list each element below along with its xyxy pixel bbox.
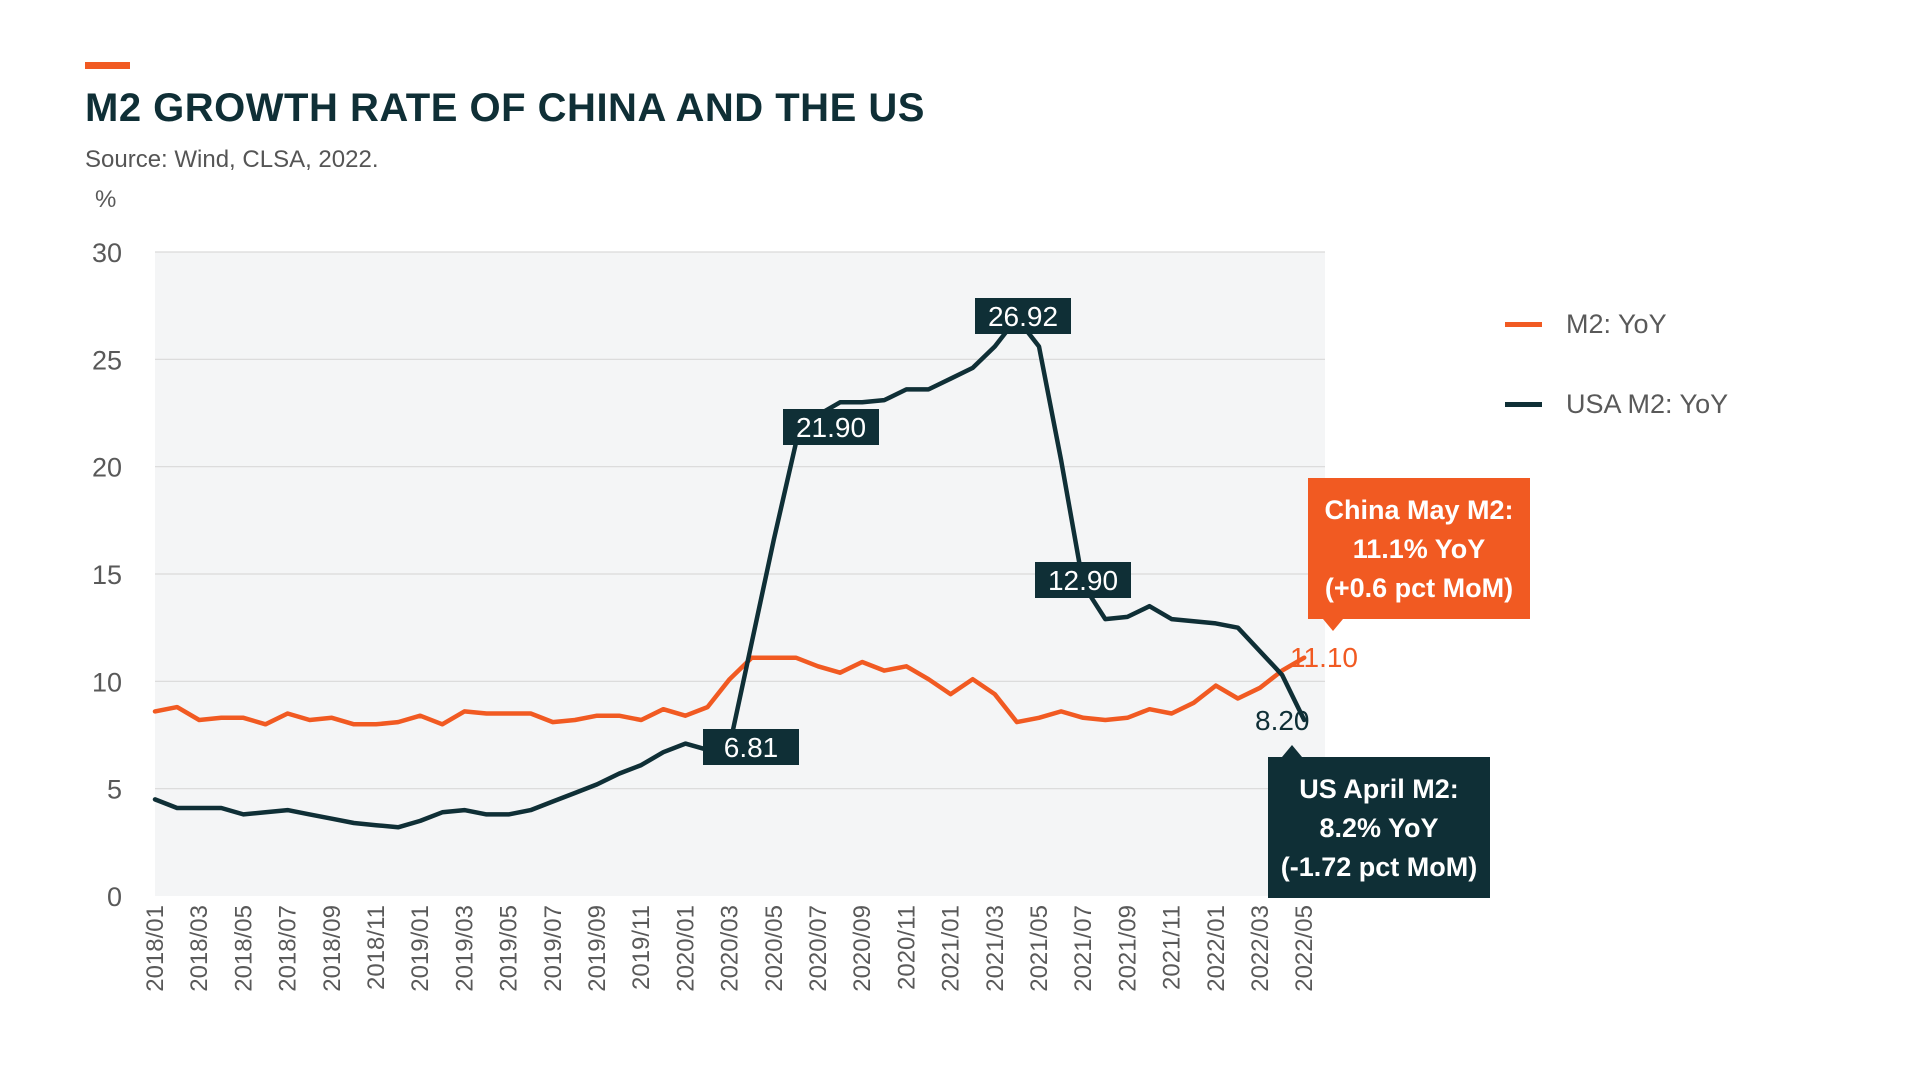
y-tick-label: 25 <box>92 345 122 375</box>
x-tick-label: 2018/01 <box>142 905 169 992</box>
y-axis-label: % <box>95 186 116 213</box>
y-tick-label: 10 <box>92 667 122 697</box>
chart-title: M2 GROWTH RATE OF CHINA AND THE US <box>85 86 925 130</box>
data-label-box <box>703 729 799 765</box>
x-tick-label: 2019/09 <box>584 905 611 992</box>
china-callout: China May M2: 11.1% YoY (+0.6 pct MoM) <box>1308 478 1530 631</box>
data-label: 21.90 <box>796 412 866 443</box>
y-tick-label: 30 <box>92 238 122 268</box>
data-label: 26.92 <box>988 301 1058 332</box>
x-tick-label: 2019/07 <box>540 905 567 992</box>
x-tick-label: 2018/07 <box>275 905 302 992</box>
x-tick-label: 2022/03 <box>1247 905 1274 992</box>
x-tick-label: 2020/09 <box>849 905 876 992</box>
x-tick-label: 2021/11 <box>1159 905 1186 990</box>
legend-item-china: M2: YoY <box>1505 284 1728 364</box>
legend-label-usa: USA M2: YoY <box>1566 388 1729 419</box>
x-tick-label: 2018/03 <box>186 905 213 992</box>
x-tick-label: 2021/01 <box>938 905 965 992</box>
x-tick-label: 2018/11 <box>363 905 390 990</box>
china-callout-line: 11.1% YoY <box>1353 534 1486 564</box>
us-callout: US April M2: 8.2% YoY (-1.72 pct MoM) <box>1268 745 1490 898</box>
us-callout-box <box>1268 757 1490 898</box>
x-tick-label: 2021/05 <box>1026 905 1053 992</box>
x-tick-label: 2021/07 <box>1070 905 1097 992</box>
series-line-china <box>152 655 1307 727</box>
x-tick-label: 2020/07 <box>805 905 832 992</box>
x-tick-label: 2018/05 <box>230 905 257 992</box>
x-tick-label: 2019/05 <box>496 905 523 992</box>
us-callout-line: US April M2: <box>1299 774 1459 804</box>
legend-swatch-usa <box>1505 401 1542 407</box>
y-tick-label: 0 <box>107 882 122 912</box>
x-tick-label: 2020/11 <box>893 905 920 990</box>
data-label-box <box>975 298 1071 334</box>
x-tick-label: 2022/05 <box>1291 905 1318 992</box>
title-accent-bar <box>85 62 130 69</box>
legend-label-china: M2: YoY <box>1566 308 1667 339</box>
data-label: 11.10 <box>1290 642 1358 673</box>
x-tick-label: 2019/01 <box>407 905 434 992</box>
legend-swatch-china <box>1505 321 1542 327</box>
us-callout-line: 8.2% YoY <box>1319 813 1438 843</box>
data-label-box <box>783 409 879 445</box>
us-callout-line: (-1.72 pct MoM) <box>1281 852 1478 882</box>
data-label: 8.20 <box>1255 705 1310 736</box>
china-callout-pointer <box>1323 619 1343 631</box>
y-tick-label: 15 <box>92 560 122 590</box>
x-tick-label: 2021/03 <box>982 905 1009 992</box>
x-tick-label: 2019/03 <box>451 905 478 992</box>
x-tick-label: 2018/09 <box>319 905 346 992</box>
x-tick-label: 2020/03 <box>717 905 744 992</box>
china-callout-line: (+0.6 pct MoM) <box>1325 573 1513 603</box>
x-tick-label: 2022/01 <box>1203 905 1230 992</box>
data-label: 12.90 <box>1048 565 1118 596</box>
chart-legend: M2: YoY USA M2: YoY <box>1505 284 1728 444</box>
chart-subtitle: Source: Wind, CLSA, 2022. <box>85 146 379 173</box>
data-label-box <box>1035 562 1131 598</box>
legend-item-usa: USA M2: YoY <box>1505 364 1728 444</box>
data-label: 6.81 <box>724 732 779 763</box>
x-tick-label: 2021/09 <box>1114 905 1141 992</box>
x-tick-label: 2020/05 <box>761 905 788 992</box>
x-tick-label: 2020/01 <box>672 905 699 992</box>
us-callout-pointer <box>1282 745 1302 757</box>
china-callout-box <box>1308 478 1530 619</box>
y-tick-label: 20 <box>92 453 122 483</box>
china-callout-line: China May M2: <box>1324 495 1513 525</box>
x-tick-label: 2019/11 <box>628 905 655 990</box>
y-tick-label: 5 <box>107 775 122 805</box>
